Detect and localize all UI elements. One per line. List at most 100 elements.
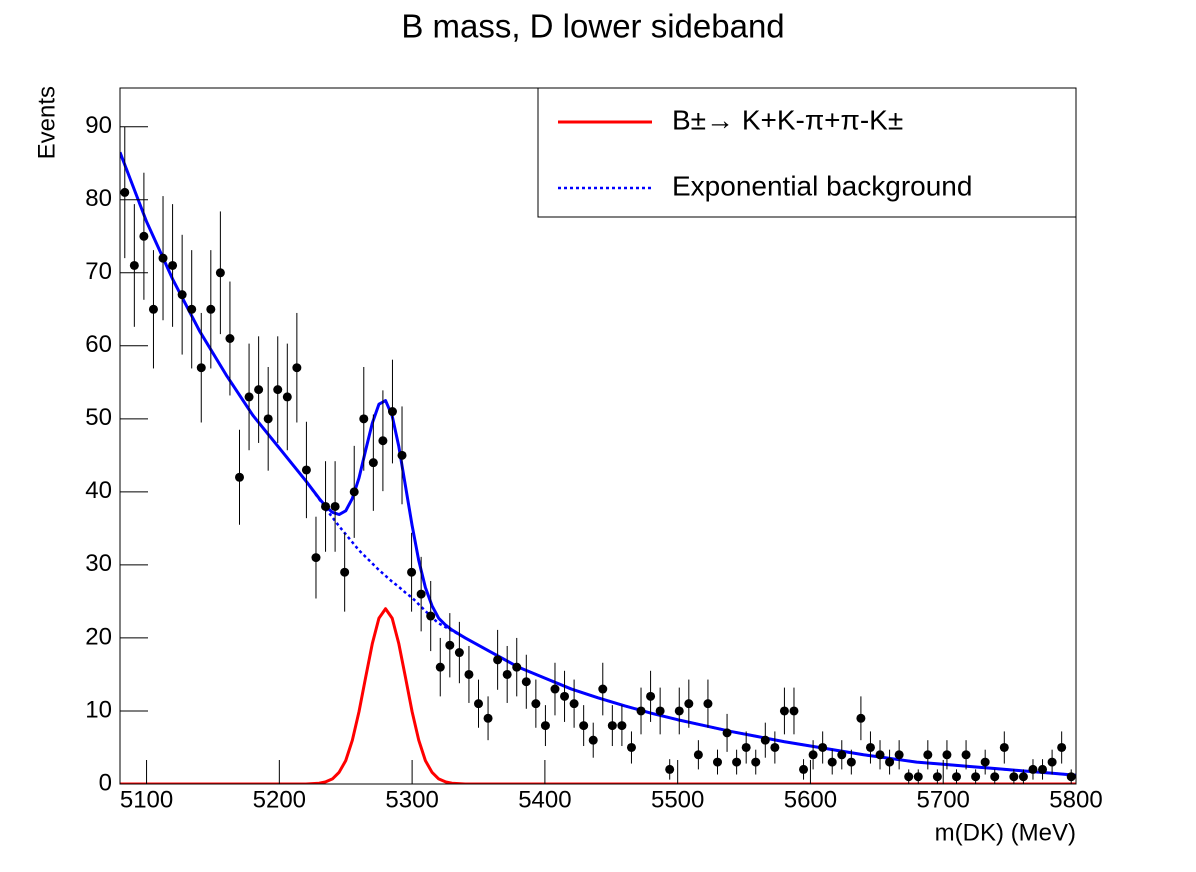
data-point [655,706,665,716]
data-point [560,691,570,701]
data-point [713,757,722,767]
x-tick-label: 5800 [1049,786,1102,813]
data-point [512,662,522,672]
y-tick-label: 60 [85,331,112,358]
data-point [865,742,875,752]
data-point [751,757,761,767]
data-point [990,772,1000,782]
data-point [148,304,158,314]
data-point [779,706,789,716]
data-point [607,721,617,731]
data-point [273,385,283,395]
data-point [703,699,713,709]
data-point [626,742,636,752]
data-point [416,589,426,599]
data-point [368,458,378,468]
data-point [177,290,187,300]
data-point [540,721,550,731]
data-point [407,567,417,577]
y-tick-label: 10 [85,696,112,723]
data-point [502,669,512,679]
data-point [168,260,178,270]
data-point [139,231,149,241]
data-point [349,487,359,497]
data-point [818,742,828,752]
data-point [493,655,503,665]
data-point [617,721,627,731]
data-point [579,721,589,731]
data-point [999,742,1009,752]
data-point [474,699,483,709]
legend-box [537,87,1077,218]
data-point [158,253,168,263]
legend-label: Exponential background [672,170,972,201]
data-point [1057,742,1067,752]
data-point [225,334,235,344]
data-point [837,750,847,760]
data-point [980,757,990,767]
data-point [1038,764,1048,774]
data-point [330,501,340,511]
data-point [120,187,130,197]
x-tick-label: 5100 [120,786,173,813]
y-tick-label: 0 [99,769,112,796]
data-point [646,691,656,701]
data-point [282,392,292,402]
x-axis-label: m(DK) (MeV) [935,819,1076,846]
data-point [741,742,751,752]
data-point [1066,772,1076,782]
data-point [952,772,961,782]
data-point [1028,764,1038,774]
data-point [311,553,321,563]
data-point [808,750,818,760]
data-point [932,772,942,782]
x-tick-label: 5300 [385,786,438,813]
data-point [340,567,350,577]
data-point [598,684,608,694]
data-point [971,772,981,782]
data-point [913,772,923,782]
data-point [464,669,474,679]
data-point [684,699,694,709]
data-point [885,757,895,767]
data-point [789,706,799,716]
y-tick-label: 50 [85,404,112,431]
data-point [426,611,436,621]
data-point [187,304,197,314]
data-point [1009,772,1019,782]
data-point [588,735,598,745]
data-point [254,385,264,395]
x-tick-label: 5600 [784,786,837,813]
data-point [397,450,407,460]
data-point [454,648,464,658]
data-point [894,750,904,760]
data-point [732,757,742,767]
data-point [387,407,397,417]
data-point [1047,757,1057,767]
data-point [301,465,311,475]
fit-curve [120,607,1076,784]
data-point [569,699,579,709]
data-point [321,501,331,511]
data-point [206,304,216,314]
data-point [770,742,780,752]
legend: B±→ K+K-π+π-K± Exponential background [537,87,1077,218]
y-tick-label: 20 [85,623,112,650]
data-point [263,414,273,424]
y-tick-label: 90 [85,112,112,139]
data-point [445,640,455,650]
data-point [531,699,541,709]
data-point [359,414,369,424]
chart-title: B mass, D lower sideband [401,8,784,45]
data-point [292,363,302,373]
data-point [244,392,254,402]
data-point [827,757,837,767]
data-point [521,677,531,687]
data-point [435,662,445,672]
data-point [799,764,809,774]
data-point [722,728,732,738]
y-tick-label: 80 [85,185,112,212]
y-tick-label: 70 [85,258,112,285]
data-point [235,472,244,482]
